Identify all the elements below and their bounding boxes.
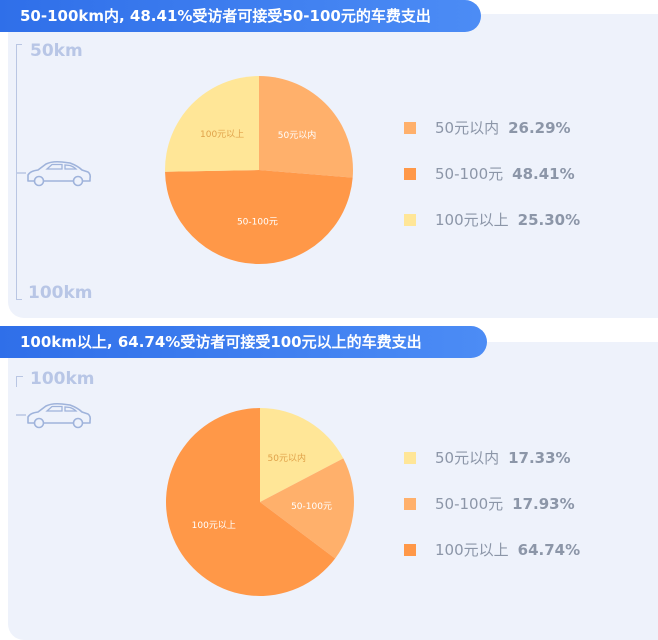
pie-slice-label: 100元以上: [200, 129, 244, 140]
legend-value: 48.41%: [512, 164, 575, 183]
car-icon: [16, 402, 92, 429]
legend-swatch: [404, 213, 416, 226]
panel-banner: 50-100km内, 48.41%受访者可接受50-100元的车费支出: [0, 0, 481, 32]
pie-slice: [259, 76, 353, 178]
pie-slice: [165, 408, 336, 596]
pie-slice-label: 50-100元: [237, 218, 278, 228]
legend-item: 100元以上 25.30%: [404, 208, 580, 231]
pie-slice: [165, 170, 353, 264]
panel-50-100km: 50-100km内, 48.41%受访者可接受50-100元的车费支出 50km…: [0, 0, 658, 318]
legend-swatch: [404, 543, 416, 556]
distance-axis: [16, 376, 23, 387]
chart-legend: 50元以内 17.33% 50-100元 17.93% 100元以上 64.74…: [404, 446, 580, 584]
legend-item: 50-100元 17.93%: [404, 492, 580, 515]
legend-item: 50元以内 26.29%: [404, 116, 580, 139]
legend-swatch: [404, 167, 416, 180]
legend-value: 26.29%: [508, 118, 571, 137]
panel-banner: 100km以上, 64.74%受访者可接受100元以上的车费支出: [0, 326, 487, 358]
legend-item: 50元以内 17.33%: [404, 446, 580, 469]
km-bottom-label: 100km: [28, 283, 93, 303]
legend-label: 100元以上: [435, 541, 509, 559]
legend-label: 50-100元: [435, 495, 504, 513]
axis-tick-top: [16, 44, 22, 45]
legend-value: 17.93%: [512, 494, 575, 513]
axis-tick-bottom: [16, 299, 22, 300]
pie-slice: [165, 76, 259, 172]
legend-value: 17.33%: [508, 448, 571, 467]
legend-label: 100元以上: [435, 211, 509, 229]
km-top-label: 50km: [30, 41, 83, 61]
pie-chart: 50元以内 50-100元 100元以上: [165, 408, 354, 596]
legend-swatch: [404, 451, 416, 464]
legend-label: 50-100元: [435, 165, 504, 183]
pie-slice: [260, 458, 354, 559]
car-icon: [16, 160, 92, 187]
pie-slice-label: 50元以内: [278, 129, 316, 141]
legend-label: 50元以内: [435, 119, 500, 137]
pie-chart: 50元以内 50-100元 100元以上: [165, 76, 353, 264]
legend-item: 50-100元 48.41%: [404, 162, 580, 185]
pie-slice-label: 50-100元: [291, 502, 332, 512]
legend-swatch: [404, 121, 416, 134]
pie-slice-label: 100元以上: [192, 520, 236, 531]
legend-item: 100元以上 64.74%: [404, 538, 580, 561]
legend-swatch: [404, 497, 416, 510]
pie-slice: [260, 408, 344, 502]
pie-slice-label: 50元以内: [268, 452, 306, 464]
legend-value: 64.74%: [517, 540, 581, 559]
legend-label: 50元以内: [435, 449, 500, 467]
legend-value: 25.30%: [517, 210, 581, 229]
km-top-label: 100km: [30, 369, 95, 389]
panel-100km-plus: 100km以上, 64.74%受访者可接受100元以上的车费支出 100km 5…: [0, 326, 658, 640]
chart-legend: 50元以内 26.29% 50-100元 48.41% 100元以上 25.30…: [404, 116, 580, 254]
distance-axis: [16, 44, 22, 300]
